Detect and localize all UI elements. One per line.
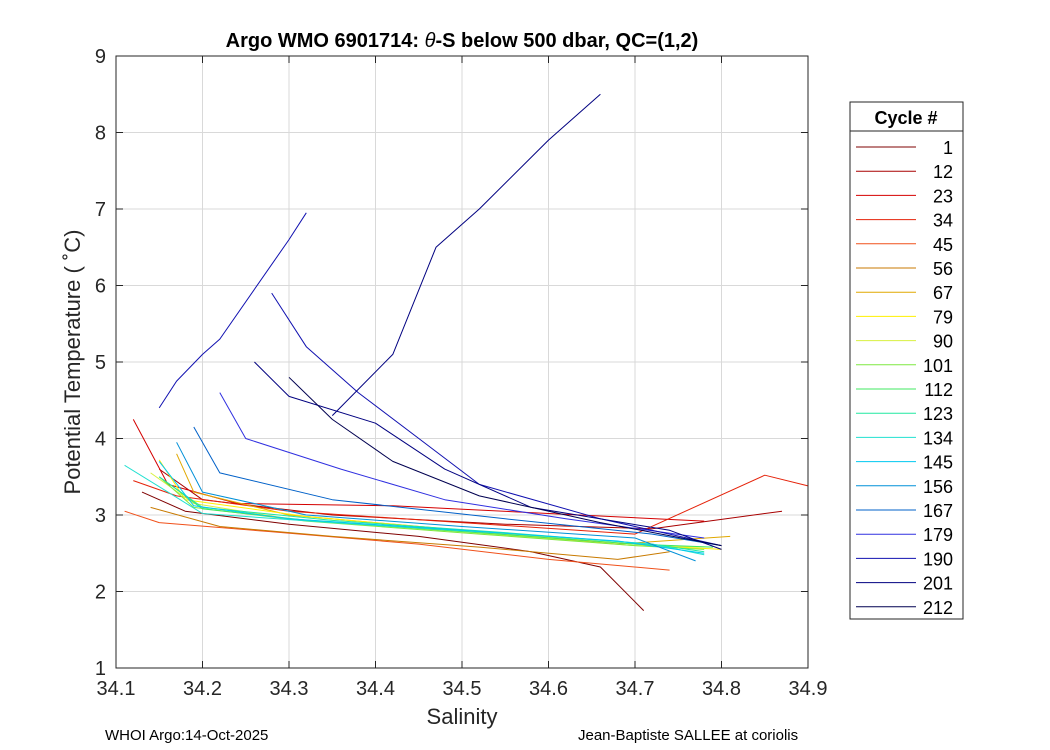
- legend: Cycle # 11223344556677990101112123134145…: [849, 101, 964, 620]
- legend-entry-label: 212: [923, 598, 953, 618]
- chart-title-theta: θ: [425, 30, 436, 52]
- legend-entry-label: 67: [933, 283, 953, 303]
- legend-entry-label: 34: [933, 211, 953, 231]
- y-tick-label: 8: [95, 123, 106, 145]
- legend-title: Cycle #: [874, 108, 937, 128]
- profile-lines: [124, 93, 809, 611]
- profile-line-cycle-123: [158, 476, 705, 553]
- legend-entry-label: 156: [923, 477, 953, 497]
- legend-entry-label: 201: [923, 574, 953, 594]
- y-tick-label: 1: [95, 658, 106, 680]
- y-tick-label: 9: [95, 46, 106, 68]
- legend-entry-label: 56: [933, 259, 953, 279]
- y-axis-label: Potential Temperature ( ˚C): [60, 230, 85, 495]
- legend-box: [849, 101, 964, 620]
- y-tick-label: 7: [95, 199, 106, 221]
- x-tick-label: 34.4: [356, 678, 395, 700]
- profile-line-cycle-190: [158, 212, 307, 409]
- chart-title-suffix: -S below 500 dbar, QC=(1,2): [435, 30, 698, 52]
- profile-line-cycle-201: [331, 93, 601, 416]
- axis-ticks: 34.1 34.2 34.3 34.4 34.5 34.6 34.7 34.8 34.9 1 2 3 4…: [95, 46, 828, 700]
- profile-line-cycle-101: [158, 476, 705, 550]
- grid-lines: [116, 56, 808, 668]
- legend-entry-label: 112: [924, 380, 953, 400]
- legend-entry-label: 12: [933, 162, 953, 182]
- y-tick-label: 5: [95, 352, 106, 374]
- legend-entry-label: 190: [923, 549, 953, 569]
- legend-entry-label: 79: [933, 307, 953, 327]
- legend-entry-label: 23: [933, 186, 953, 206]
- legend-items: 1122334455667799010111212313414515616717…: [856, 138, 953, 618]
- legend-entry-label: 123: [923, 404, 953, 424]
- legend-entry-label: 134: [923, 428, 953, 448]
- profile-line-cycle-145: [158, 461, 705, 554]
- legend-entry-label: 101: [923, 356, 953, 376]
- legend-entry-label: 45: [933, 235, 953, 255]
- profile-line-cycle-212: [288, 376, 722, 547]
- y-tick-label: 2: [95, 582, 106, 604]
- profile-line-cycle-1: [141, 491, 645, 611]
- x-tick-label: 34.1: [97, 678, 136, 700]
- profile-line-cycle-167: [193, 426, 722, 547]
- profile-line-cycle-156: [176, 442, 696, 562]
- profile-line-cycle-179: [219, 392, 705, 539]
- legend-entry-label: 179: [923, 525, 953, 545]
- chart-title-prefix: Argo WMO 6901714:: [226, 30, 425, 52]
- legend-entry-label: 1: [943, 138, 953, 158]
- y-tick-label: 4: [95, 429, 106, 451]
- profile-line-cycle-201: [254, 361, 722, 550]
- x-tick-label: 34.3: [270, 678, 309, 700]
- x-axis-label: Salinity: [427, 704, 498, 729]
- profile-line-cycle-45: [124, 510, 670, 571]
- legend-entry-label: 145: [923, 453, 953, 473]
- y-tick-label: 6: [95, 276, 106, 298]
- legend-entry-label: 167: [923, 501, 953, 521]
- footer-credit-left: WHOI Argo:14-Oct-2025: [105, 727, 269, 744]
- x-tick-label: 34.7: [616, 678, 655, 700]
- y-tick-label: 3: [95, 505, 106, 527]
- x-tick-label: 34.2: [183, 678, 222, 700]
- x-tick-label: 34.5: [443, 678, 482, 700]
- profile-line-cycle-56: [150, 506, 670, 560]
- legend-entry-label: 90: [933, 332, 953, 352]
- profile-line-cycle-34: [133, 474, 809, 535]
- chart-title: Argo WMO 6901714: θ-S below 500 dbar, QC…: [226, 30, 699, 52]
- x-tick-label: 34.9: [789, 678, 828, 700]
- x-tick-label: 34.8: [702, 678, 741, 700]
- footer-credit-right: Jean-Baptiste SALLEE at coriolis: [578, 727, 799, 744]
- x-tick-label: 34.6: [529, 678, 568, 700]
